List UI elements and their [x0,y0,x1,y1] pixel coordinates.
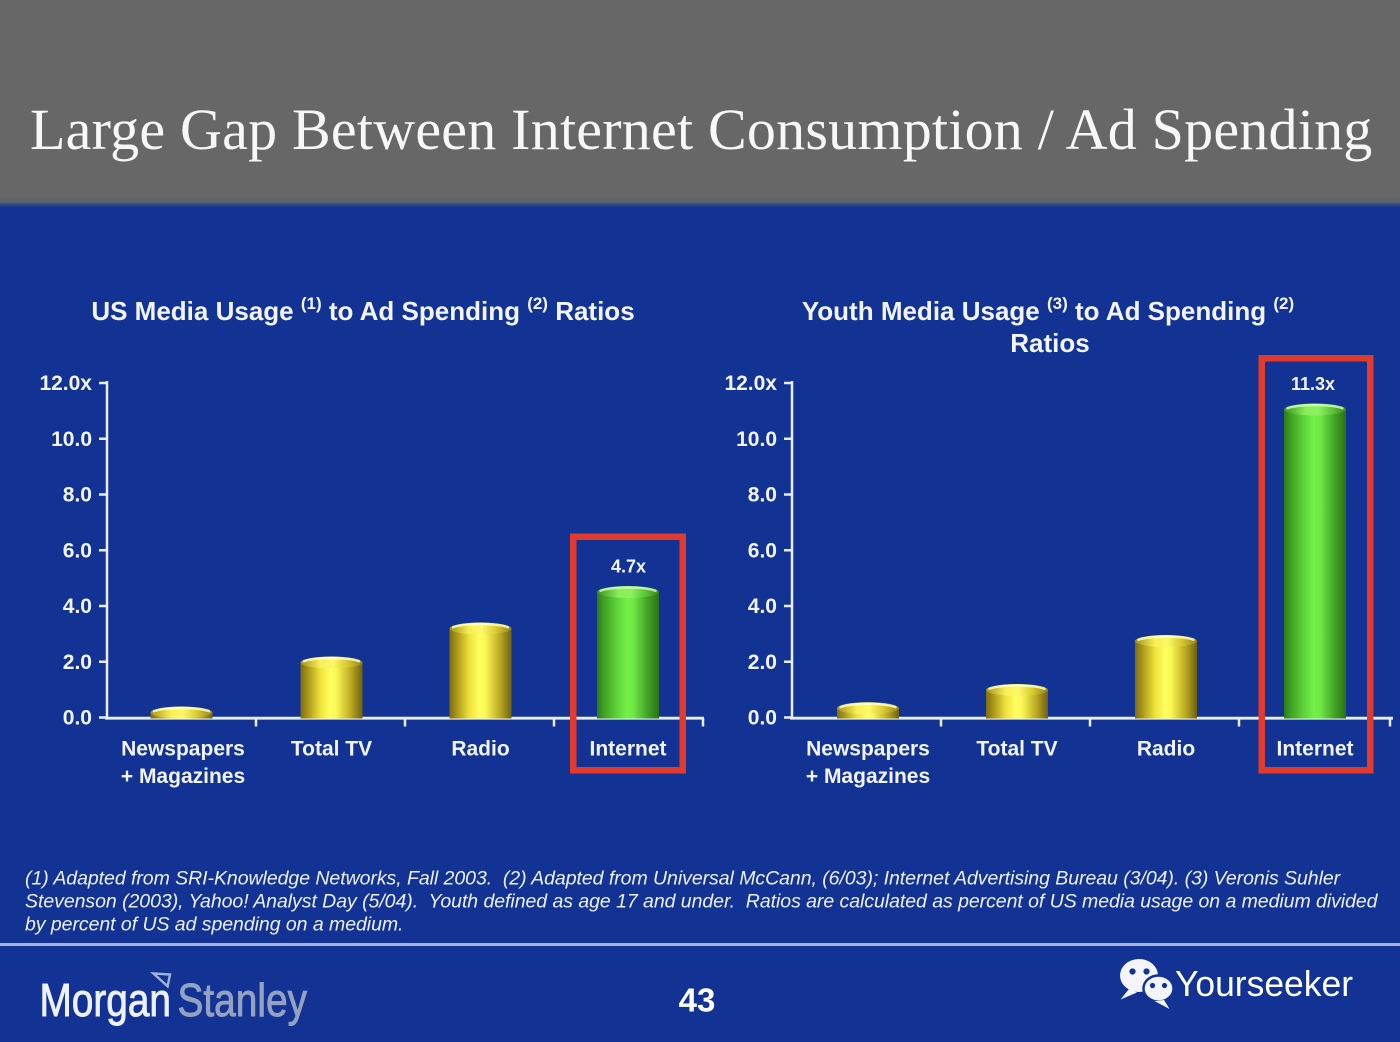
svg-text:12.0x: 12.0x [724,372,777,395]
svg-text:6.0: 6.0 [63,540,92,563]
svg-text:Newspapers: Newspapers [806,738,930,761]
svg-text:Radio: Radio [1137,738,1195,761]
svg-text:10.0: 10.0 [51,428,92,451]
svg-text:2.0: 2.0 [63,651,92,674]
svg-text:Radio: Radio [451,738,509,761]
svg-text:8.0: 8.0 [748,484,777,507]
svg-text:+ Magazines: + Magazines [121,765,245,788]
svg-text:Yourseeker: Yourseeker [1175,963,1353,1004]
svg-text:Stevenson (2003), Yahoo! Analy: Stevenson (2003), Yahoo! Analyst Day (5/… [25,891,1379,913]
svg-text:Internet: Internet [589,738,666,761]
svg-text:Morgan: Morgan [40,974,172,1026]
svg-text:US Media Usage (1) to Ad Spend: US Media Usage (1) to Ad Spending (2) Ra… [91,294,634,326]
svg-text:43: 43 [679,982,716,1019]
svg-text:Ratios: Ratios [1010,328,1089,358]
svg-text:10.0: 10.0 [736,428,777,451]
svg-text:Large Gap Between Internet Con: Large Gap Between Internet Consumption /… [30,97,1373,162]
svg-text:12.0x: 12.0x [39,372,92,395]
svg-text:Total TV: Total TV [291,738,372,761]
svg-text:Stanley: Stanley [178,974,308,1026]
svg-text:Total TV: Total TV [976,738,1057,761]
svg-text:Youth Media Usage (3) to Ad Sp: Youth Media Usage (3) to Ad Spending (2) [802,294,1294,326]
svg-text:0.0: 0.0 [63,707,92,730]
svg-text:+ Magazines: + Magazines [806,765,930,788]
svg-text:11.3x: 11.3x [1291,374,1335,394]
svg-text:4.7x: 4.7x [611,557,646,577]
svg-text:6.0: 6.0 [748,540,777,563]
svg-text:2.0: 2.0 [748,651,777,674]
svg-text:Newspapers: Newspapers [121,738,245,761]
svg-text:4.0: 4.0 [748,595,777,618]
svg-text:8.0: 8.0 [63,484,92,507]
svg-text:(1) Adapted from SRI-Knowledge: (1) Adapted from SRI-Knowledge Networks,… [25,868,1342,890]
svg-text:by percent of US ad spending o: by percent of US ad spending on a medium… [25,914,403,936]
svg-text:4.0: 4.0 [63,595,92,618]
svg-text:Internet: Internet [1276,738,1353,761]
svg-text:0.0: 0.0 [748,707,777,730]
